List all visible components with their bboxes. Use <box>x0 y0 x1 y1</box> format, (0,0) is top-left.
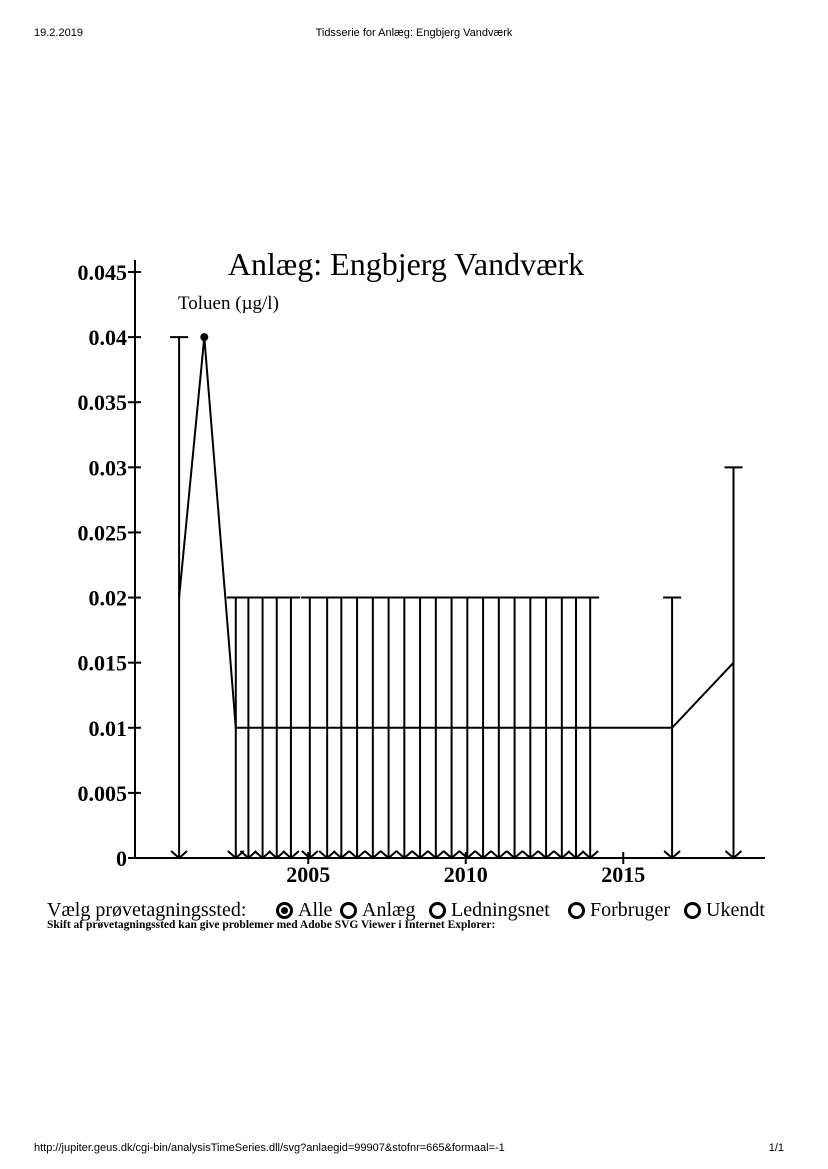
y-axis-label: Toluen (µg/l) <box>178 293 279 314</box>
timeseries-chart: Anlæg: Engbjerg Vandværk Toluen (µg/l) 0… <box>78 246 765 887</box>
below-limit-marker <box>663 850 681 860</box>
data-point <box>200 333 209 342</box>
y-tick-label: 0 <box>116 846 127 871</box>
radio-ukendt[interactable]: Ukendt <box>684 899 765 922</box>
below-limit-marker <box>427 850 445 860</box>
radio-forbruger-label: Forbruger <box>590 899 670 921</box>
below-limit-marker <box>332 850 350 860</box>
below-limit-marker <box>490 850 508 860</box>
x-tick-label: 2015 <box>601 862 645 887</box>
below-limit-marker <box>395 850 413 860</box>
below-limit-marker <box>411 850 429 860</box>
y-tick-label: 0.045 <box>78 260 128 285</box>
radio-ledningsnet-icon[interactable] <box>429 902 446 919</box>
below-limit-marker <box>474 850 492 860</box>
radio-ukendt-icon[interactable] <box>684 902 701 919</box>
print-date: 19.2.2019 <box>34 27 83 39</box>
radio-ukendt-label: Ukendt <box>706 899 765 921</box>
x-tick-label: 2010 <box>444 862 488 887</box>
below-limit-marker <box>505 850 524 860</box>
below-limit-marker <box>521 850 539 860</box>
radio-forbruger-icon[interactable] <box>568 902 585 919</box>
below-limit-marker <box>253 850 272 860</box>
radio-anlaeg-label: Anlæg <box>362 899 416 921</box>
radio-alle-label: Alle <box>298 899 333 921</box>
below-limit-marker <box>239 850 258 860</box>
print-title: Tidsserie for Anlæg: Engbjerg Vandværk <box>315 27 513 39</box>
below-limit-marker <box>442 850 461 860</box>
browser-note: Skift af prøvetagningssted kan give prob… <box>47 919 496 931</box>
below-limit-marker <box>301 850 319 860</box>
below-limit-marker <box>227 850 245 860</box>
below-limit-marker <box>724 850 743 860</box>
page-number: 1/1 <box>768 1142 784 1154</box>
radio-alle-icon[interactable] <box>276 902 293 919</box>
y-tick-label: 0.015 <box>78 651 128 676</box>
series-line <box>178 337 735 729</box>
below-limit-marker <box>364 850 382 860</box>
below-limit-marker <box>318 850 336 860</box>
below-limit-marker <box>282 850 300 860</box>
sampling-site-selector: Vælg prøvetagningssted: Alle Anlæg Ledni… <box>47 899 787 923</box>
x-tick-label: 2005 <box>286 862 330 887</box>
sampling-site-label: Vælg prøvetagningssted: <box>47 899 247 921</box>
y-tick-label: 0.02 <box>89 586 128 611</box>
y-tick-label: 0.01 <box>89 716 128 741</box>
y-tick-label: 0.005 <box>78 781 128 806</box>
below-limit-marker <box>379 850 398 860</box>
y-tick-label: 0.035 <box>78 390 128 415</box>
below-limit-marker <box>268 850 286 860</box>
below-limit-marker <box>553 850 571 860</box>
below-limit-marker <box>458 850 476 860</box>
radio-ledningsnet-label: Ledningsnet <box>451 899 550 921</box>
radio-alle[interactable]: Alle <box>276 899 332 922</box>
radio-anlaeg[interactable]: Anlæg <box>340 899 415 922</box>
print-url: http://jupiter.geus.dk/cgi-bin/analysisT… <box>34 1142 505 1154</box>
y-tick-label: 0.025 <box>78 520 128 545</box>
below-limit-marker <box>170 850 188 860</box>
below-limit-marker <box>581 850 599 860</box>
radio-anlaeg-icon[interactable] <box>340 902 357 919</box>
below-limit-marker <box>567 850 585 860</box>
radio-forbruger[interactable]: Forbruger <box>568 899 670 922</box>
chart-title: Anlæg: Engbjerg Vandværk <box>228 246 584 282</box>
below-limit-marker <box>537 850 555 860</box>
below-limit-marker <box>348 850 366 860</box>
y-tick-label: 0.03 <box>89 455 128 480</box>
radio-ledningsnet[interactable]: Ledningsnet <box>429 899 550 922</box>
y-tick-label: 0.04 <box>89 325 128 350</box>
